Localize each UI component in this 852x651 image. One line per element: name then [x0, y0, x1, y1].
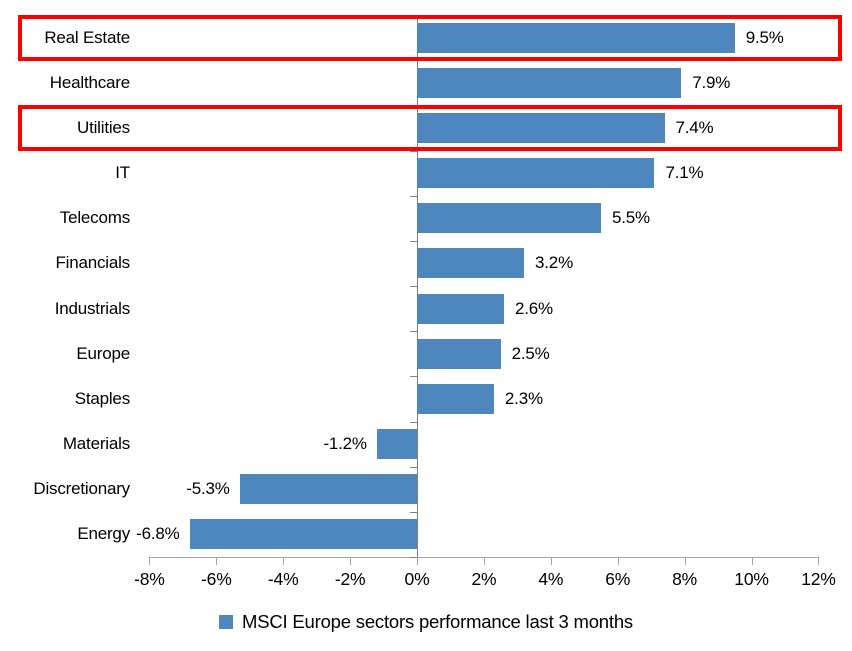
- category-label: Telecoms: [59, 208, 130, 228]
- value-axis-tick: [617, 557, 619, 565]
- value-label: 7.1%: [665, 163, 704, 183]
- category-label: Real Estate: [44, 27, 130, 47]
- value-axis-tick-label: -6%: [201, 569, 232, 589]
- value-axis-tick-label: -2%: [334, 569, 366, 589]
- bar-utilities: [417, 112, 665, 143]
- value-axis-tick-label: 8%: [672, 569, 698, 589]
- bar-real-estate: [417, 22, 735, 53]
- value-label: 2.3%: [504, 388, 543, 408]
- bar-it: [417, 158, 655, 189]
- value-axis-tick-label: -8%: [134, 569, 165, 589]
- highlight-box-real-estate: [18, 14, 842, 61]
- legend-swatch-icon: [219, 615, 233, 629]
- category-axis-tick: [410, 421, 417, 423]
- value-label: 2.6%: [514, 298, 553, 318]
- value-label: 9.5%: [745, 27, 784, 47]
- value-axis-tick-label: 12%: [801, 569, 836, 589]
- category-axis-tick: [410, 466, 417, 468]
- value-axis-tick: [751, 557, 753, 565]
- value-label: -5.3%: [186, 479, 230, 499]
- category-label: Europe: [76, 343, 130, 363]
- value-label: -6.8%: [136, 524, 180, 544]
- category-axis-tick: [410, 286, 417, 287]
- value-axis-tick: [550, 557, 552, 565]
- bar-discretionary: [239, 474, 417, 505]
- value-label: 7.4%: [675, 117, 714, 137]
- bar-materials: [376, 429, 417, 460]
- category-label: Healthcare: [49, 72, 130, 92]
- bar-healthcare: [417, 67, 682, 98]
- category-label: Energy: [77, 524, 130, 544]
- category-axis-tick: [410, 240, 417, 242]
- value-axis-tick: [283, 557, 285, 565]
- legend: MSCI Europe sectors performance last 3 m…: [0, 611, 852, 633]
- category-label: Materials: [62, 434, 130, 454]
- value-axis-tick-label: 0%: [404, 569, 430, 589]
- category-axis-tick: [410, 557, 417, 558]
- bar-financials: [417, 248, 525, 279]
- category-axis-tick: [410, 511, 417, 513]
- value-axis-tick: [483, 557, 485, 565]
- bar-telecoms: [417, 203, 601, 234]
- value-label: 5.5%: [611, 208, 650, 228]
- value-label: 3.2%: [535, 253, 573, 273]
- value-axis-tick-label: 6%: [605, 569, 631, 589]
- highlight-box-utilities: [18, 104, 842, 152]
- category-axis-tick: [410, 331, 417, 333]
- value-label: 7.9%: [692, 72, 731, 92]
- value-label: 2.5%: [511, 343, 550, 363]
- value-axis-tick: [818, 557, 820, 565]
- value-axis-tick: [684, 557, 686, 565]
- bar-europe: [417, 338, 501, 369]
- value-axis-tick: [149, 557, 151, 565]
- value-axis-tick: [417, 557, 418, 565]
- value-axis-tick-label: 2%: [471, 569, 497, 589]
- category-label: Industrials: [54, 298, 130, 318]
- bar-industrials: [417, 293, 504, 324]
- value-axis-tick: [350, 557, 352, 565]
- category-label: Utilities: [77, 117, 130, 137]
- category-label: Financials: [55, 253, 130, 273]
- value-axis-tick-label: 10%: [734, 569, 769, 589]
- category-label: Discretionary: [33, 479, 130, 499]
- value-axis-tick-label: 4%: [538, 569, 564, 589]
- value-label: -1.2%: [323, 434, 367, 454]
- category-label: Staples: [74, 388, 131, 408]
- legend-label: MSCI Europe sectors performance last 3 m…: [242, 611, 633, 632]
- bar-energy: [189, 519, 417, 550]
- category-axis-tick: [410, 376, 417, 378]
- bar-staples: [417, 383, 494, 414]
- value-axis-tick: [216, 557, 218, 565]
- category-axis-line: [416, 15, 418, 565]
- value-axis-tick-label: -4%: [267, 569, 299, 589]
- category-axis-tick: [410, 195, 417, 197]
- category-label: IT: [115, 163, 130, 183]
